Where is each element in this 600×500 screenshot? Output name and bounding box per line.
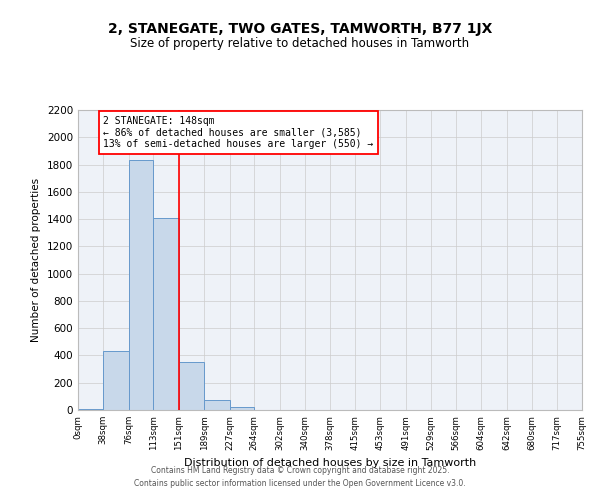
Text: Contains HM Land Registry data © Crown copyright and database right 2025.
Contai: Contains HM Land Registry data © Crown c… [134,466,466,487]
Bar [103,352,129,410]
Text: Size of property relative to detached houses in Tamworth: Size of property relative to detached ho… [130,38,470,51]
Bar [78,408,103,410]
X-axis label: Distribution of detached houses by size in Tamworth: Distribution of detached houses by size … [184,458,476,468]
Bar [129,160,154,410]
Bar [230,406,254,410]
Text: 2, STANEGATE, TWO GATES, TAMWORTH, B77 1JX: 2, STANEGATE, TWO GATES, TAMWORTH, B77 1… [108,22,492,36]
Bar [154,218,179,410]
Bar [204,400,230,410]
Y-axis label: Number of detached properties: Number of detached properties [31,178,41,342]
Bar [179,362,204,410]
Text: 2 STANEGATE: 148sqm
← 86% of detached houses are smaller (3,585)
13% of semi-det: 2 STANEGATE: 148sqm ← 86% of detached ho… [103,116,374,150]
